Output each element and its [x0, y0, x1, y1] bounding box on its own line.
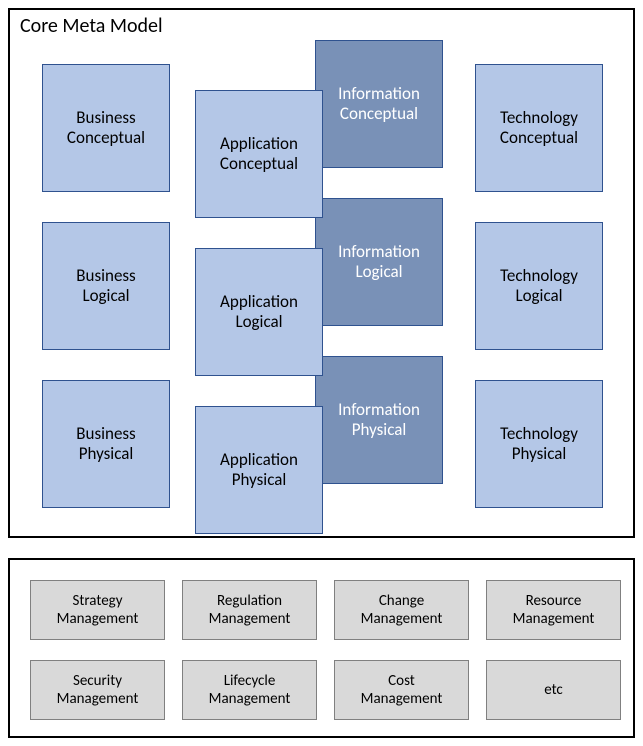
core-grid: Business Conceptual Business Logical Busin… [10, 10, 633, 536]
information-logical-label: Information Logical [338, 242, 420, 283]
application-conceptual-box: Application Conceptual [195, 90, 323, 218]
lifecycle-management-label: Lifecycle Management [209, 672, 291, 708]
etc-box: etc [486, 660, 621, 720]
core-meta-model-container: Core Meta Model Business ConceptualBusin… [8, 8, 635, 538]
application-conceptual-label: Application Conceptual [220, 134, 298, 175]
strategy-management-box: Strategy Management [30, 580, 165, 640]
etc-label: etc [544, 681, 563, 699]
resource-management-label: Resource Management [513, 592, 595, 628]
application-physical-label: Application Physical [220, 450, 298, 491]
cost-management-box: Cost Management [334, 660, 469, 720]
information-physical-label: Information Physical [338, 400, 420, 441]
change-management-label: Change Management [361, 592, 443, 628]
technology-physical-box: Technology Physical [475, 380, 603, 508]
information-conceptual-box: Information Conceptual [315, 40, 443, 168]
business-conceptual-label: Business Conceptual [67, 108, 145, 149]
business-physical-label: Business Physical [76, 424, 135, 465]
security-management-box: Security Management [30, 660, 165, 720]
regulation-management-label: Regulation Management [209, 592, 291, 628]
business-physical-box: Business Physical [42, 380, 170, 508]
resource-management-box: Resource Management [486, 580, 621, 640]
application-logical-box: Application Logical [195, 248, 323, 376]
technology-logical-label: Technology Logical [500, 266, 578, 307]
management-container: Strategy Management Regulation Management… [8, 558, 635, 738]
cost-management-label: Cost Management [361, 672, 443, 708]
application-physical-box: Application Physical [195, 406, 323, 534]
strategy-management-label: Strategy Management [57, 592, 139, 628]
business-logical-box: Business Logical [42, 222, 170, 350]
security-management-label: Security Management [57, 672, 139, 708]
business-logical-label: Business Logical [76, 266, 135, 307]
technology-logical-box: Technology Logical [475, 222, 603, 350]
application-logical-label: Application Logical [220, 292, 298, 333]
technology-conceptual-label: Technology Conceptual [500, 108, 578, 149]
information-conceptual-label: Information Conceptual [338, 84, 420, 125]
business-conceptual-box: Business Conceptual [42, 64, 170, 192]
information-physical-box: Information Physical [315, 356, 443, 484]
regulation-management-box: Regulation Management [182, 580, 317, 640]
technology-conceptual-box: Technology Conceptual [475, 64, 603, 192]
information-logical-box: Information Logical [315, 198, 443, 326]
lifecycle-management-box: Lifecycle Management [182, 660, 317, 720]
change-management-box: Change Management [334, 580, 469, 640]
technology-physical-label: Technology Physical [500, 424, 578, 465]
